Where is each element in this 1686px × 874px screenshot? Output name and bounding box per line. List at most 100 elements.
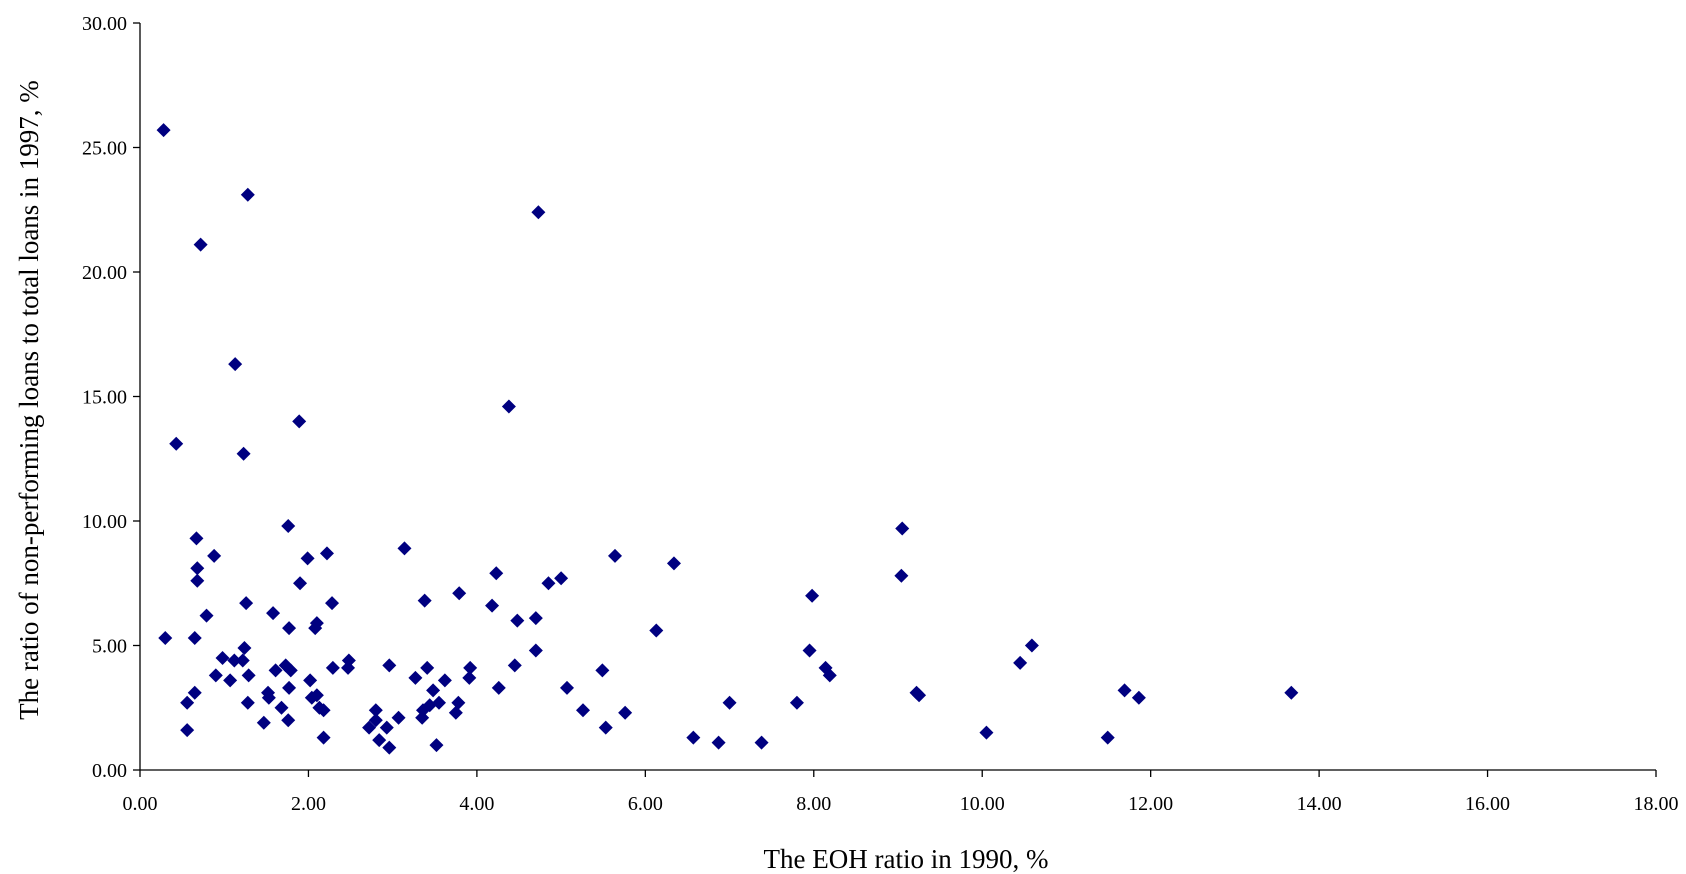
data-point [239,596,254,611]
data-point [368,713,383,728]
data-point [576,703,591,718]
data-point [894,568,909,583]
data-point [187,631,202,646]
data-point [372,733,387,748]
data-point [489,566,504,581]
data-point [397,541,412,556]
x-tick-label: 4.00 [459,793,494,815]
data-point [362,720,377,735]
data-point [979,725,994,740]
data-point [608,548,623,563]
data-point [531,205,546,220]
data-point [223,673,238,688]
data-point [463,660,478,675]
data-point [420,660,435,675]
data-point [187,685,202,700]
data-point [316,730,331,745]
data-point [408,670,423,685]
data-point [274,700,289,715]
x-tick-label: 18.00 [1634,793,1679,815]
data-point [215,650,230,665]
data-point [281,713,296,728]
y-tick-label: 30.00 [82,13,127,35]
data-point [169,436,184,451]
data-point [501,399,516,414]
data-point [598,720,613,735]
data-point [240,695,255,710]
data-point [382,658,397,673]
data-point [448,705,463,720]
data-point [912,688,927,703]
data-point [268,663,283,678]
data-point [261,685,276,700]
x-tick-label: 12.00 [1128,793,1173,815]
data-point [180,723,195,738]
data-point [391,710,406,725]
data-point [485,598,500,613]
data-point [560,680,575,695]
data-point [722,695,737,710]
data-point [241,668,256,683]
x-tick-label: 2.00 [291,793,326,815]
data-point [300,551,315,566]
y-tick-label: 20.00 [82,262,127,284]
data-point [341,660,356,675]
x-tick-label: 14.00 [1297,793,1342,815]
data-point [190,561,205,576]
x-tick-label: 8.00 [796,793,831,815]
data-point [1131,690,1146,705]
data-point [227,653,242,668]
data-point [199,608,214,623]
data-point [686,730,701,745]
data-point [240,187,255,202]
data-point [595,663,610,678]
data-point [368,703,383,718]
data-point [417,593,432,608]
data-point [236,446,251,461]
data-point [292,414,307,429]
data-point [822,668,837,683]
data-point [319,546,334,561]
y-tick-label: 15.00 [82,387,127,409]
data-point [491,680,506,695]
data-point [316,703,331,718]
data-point [451,695,466,710]
data-point [281,518,296,533]
data-point [282,621,297,636]
data-point [426,683,441,698]
data-point [293,576,308,591]
y-axis-title: The ratio of non-performing loans to tot… [14,80,44,720]
data-point [325,596,340,611]
data-point [256,715,271,730]
data-point [666,556,681,571]
data-point [325,660,340,675]
data-point [437,673,452,688]
data-point [618,705,633,720]
data-point [282,680,297,695]
data-points [156,123,1299,755]
data-point [895,521,910,536]
data-point [379,720,394,735]
data-point [189,531,204,546]
axes: 0.00 2.00 4.00 6.00 8.00 10.00 12.00 14.00 16.00… [82,13,1679,815]
data-point [805,588,820,603]
data-point [754,735,769,750]
data-point [382,740,397,755]
data-point [193,237,208,252]
data-point [235,653,250,668]
x-tick-label: 16.00 [1465,793,1510,815]
data-point [711,735,726,750]
data-point [528,611,543,626]
data-point [789,695,804,710]
data-point [510,613,525,628]
data-point [228,357,243,372]
data-point [1024,638,1039,653]
data-point [1284,685,1299,700]
data-point [237,640,252,655]
data-point [462,670,477,685]
data-point [507,658,522,673]
y-tick-label: 5.00 [92,636,127,658]
data-point [415,710,430,725]
data-point [283,663,298,678]
